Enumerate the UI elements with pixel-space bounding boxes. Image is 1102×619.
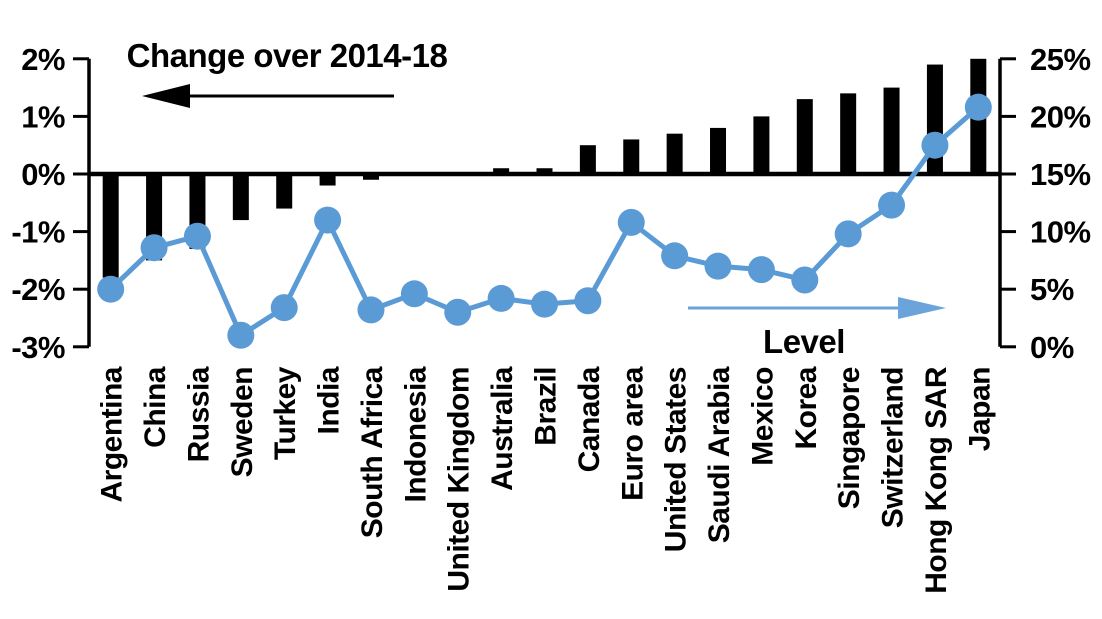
point-United Kingdom [444, 298, 472, 326]
x-label-Japan: Japan [963, 367, 996, 451]
bar-Euro area [623, 139, 640, 174]
point-United States [661, 242, 689, 270]
point-Australia [487, 284, 515, 312]
left-axis-tick-label: 2% [21, 42, 65, 77]
bar-Brazil [536, 168, 553, 174]
point-Hong Kong SAR [921, 131, 949, 159]
point-Mexico [747, 256, 775, 284]
left-arrow [142, 84, 394, 108]
right-axis-tick-label: 10% [1030, 215, 1091, 250]
x-label-Korea: Korea [790, 366, 823, 449]
x-label-Turkey: Turkey [269, 366, 302, 460]
x-label-Singapore: Singapore [833, 367, 866, 509]
bar-Korea [796, 99, 813, 174]
point-Sweden [227, 321, 255, 349]
left-axis-tick-label: 1% [21, 99, 65, 134]
point-India [314, 206, 342, 234]
x-label-United Kingdom: United Kingdom [443, 367, 476, 592]
category-labels-layer: Argentina China Russia Sweden Turkey India Sou… [96, 366, 997, 594]
bars-series-label: Change over 2014-18 [127, 37, 448, 74]
right-arrow-head [898, 297, 946, 319]
right-arrow [688, 297, 946, 319]
right-axis-tick-label: 20% [1030, 99, 1091, 134]
point-Canada [574, 287, 602, 315]
right-axis-tick-label: 25% [1030, 42, 1091, 77]
bar-India [319, 174, 336, 186]
line-series-label: Level [763, 323, 845, 360]
point-Russia [183, 222, 211, 250]
bar-Argentina [102, 174, 119, 278]
bar-Mexico [753, 116, 770, 174]
point-Turkey [270, 294, 298, 322]
point-Saudi Arabia [704, 252, 732, 280]
right-axis-tick-label: 5% [1030, 272, 1074, 307]
bars-series-layer [102, 58, 987, 278]
point-Brazil [531, 290, 558, 318]
x-label-Hong Kong SAR: Hong Kong SAR [920, 366, 953, 594]
point-South Africa [357, 296, 385, 324]
bar-Switzerland [883, 87, 900, 174]
x-label-China: China [139, 366, 172, 448]
bar-Sweden [232, 174, 249, 221]
x-label-Australia: Australia [486, 366, 519, 491]
bar-Singapore [840, 93, 857, 174]
x-label-Switzerland: Switzerland [877, 367, 910, 528]
bar-South Africa [362, 174, 379, 180]
x-label-Sweden: Sweden [226, 367, 259, 477]
point-Argentina [97, 275, 125, 303]
left-axis-tick-label: -3% [11, 330, 65, 365]
line-series-layer [97, 93, 992, 349]
x-label-Saudi Arabia: Saudi Arabia [703, 366, 736, 543]
x-label-United States: United States [660, 367, 693, 552]
point-Indonesia [400, 280, 428, 308]
x-label-South Africa: South Africa [356, 366, 389, 538]
left-axis-tick-label: -2% [11, 272, 65, 307]
left-axis-tick-label: 0% [21, 157, 65, 192]
left-axis-tick-label: -1% [11, 215, 65, 250]
x-label-Canada: Canada [573, 366, 606, 472]
bar-Australia [493, 168, 510, 174]
point-Korea [791, 266, 819, 294]
x-label-Brazil: Brazil [530, 367, 563, 446]
point-Euro area [617, 208, 645, 236]
x-label-Indonesia: Indonesia [399, 366, 432, 502]
left-arrow-head [142, 84, 190, 108]
x-label-Euro area: Euro area [616, 366, 649, 501]
right-axis-tick-label: 0% [1030, 330, 1074, 365]
right-axis-tick-label: 15% [1030, 157, 1091, 192]
x-label-Russia: Russia [182, 366, 215, 462]
bar-United States [666, 133, 683, 174]
bar-Turkey [276, 174, 293, 209]
x-label-Argentina: Argentina [96, 366, 129, 502]
point-China [140, 234, 168, 262]
x-label-India: India [313, 366, 346, 434]
x-label-Mexico: Mexico [746, 367, 779, 466]
point-Japan [964, 93, 992, 121]
point-Switzerland [878, 191, 906, 219]
point-Singapore [834, 220, 862, 248]
bar-Canada [579, 145, 596, 174]
bar-Saudi Arabia [710, 127, 727, 174]
